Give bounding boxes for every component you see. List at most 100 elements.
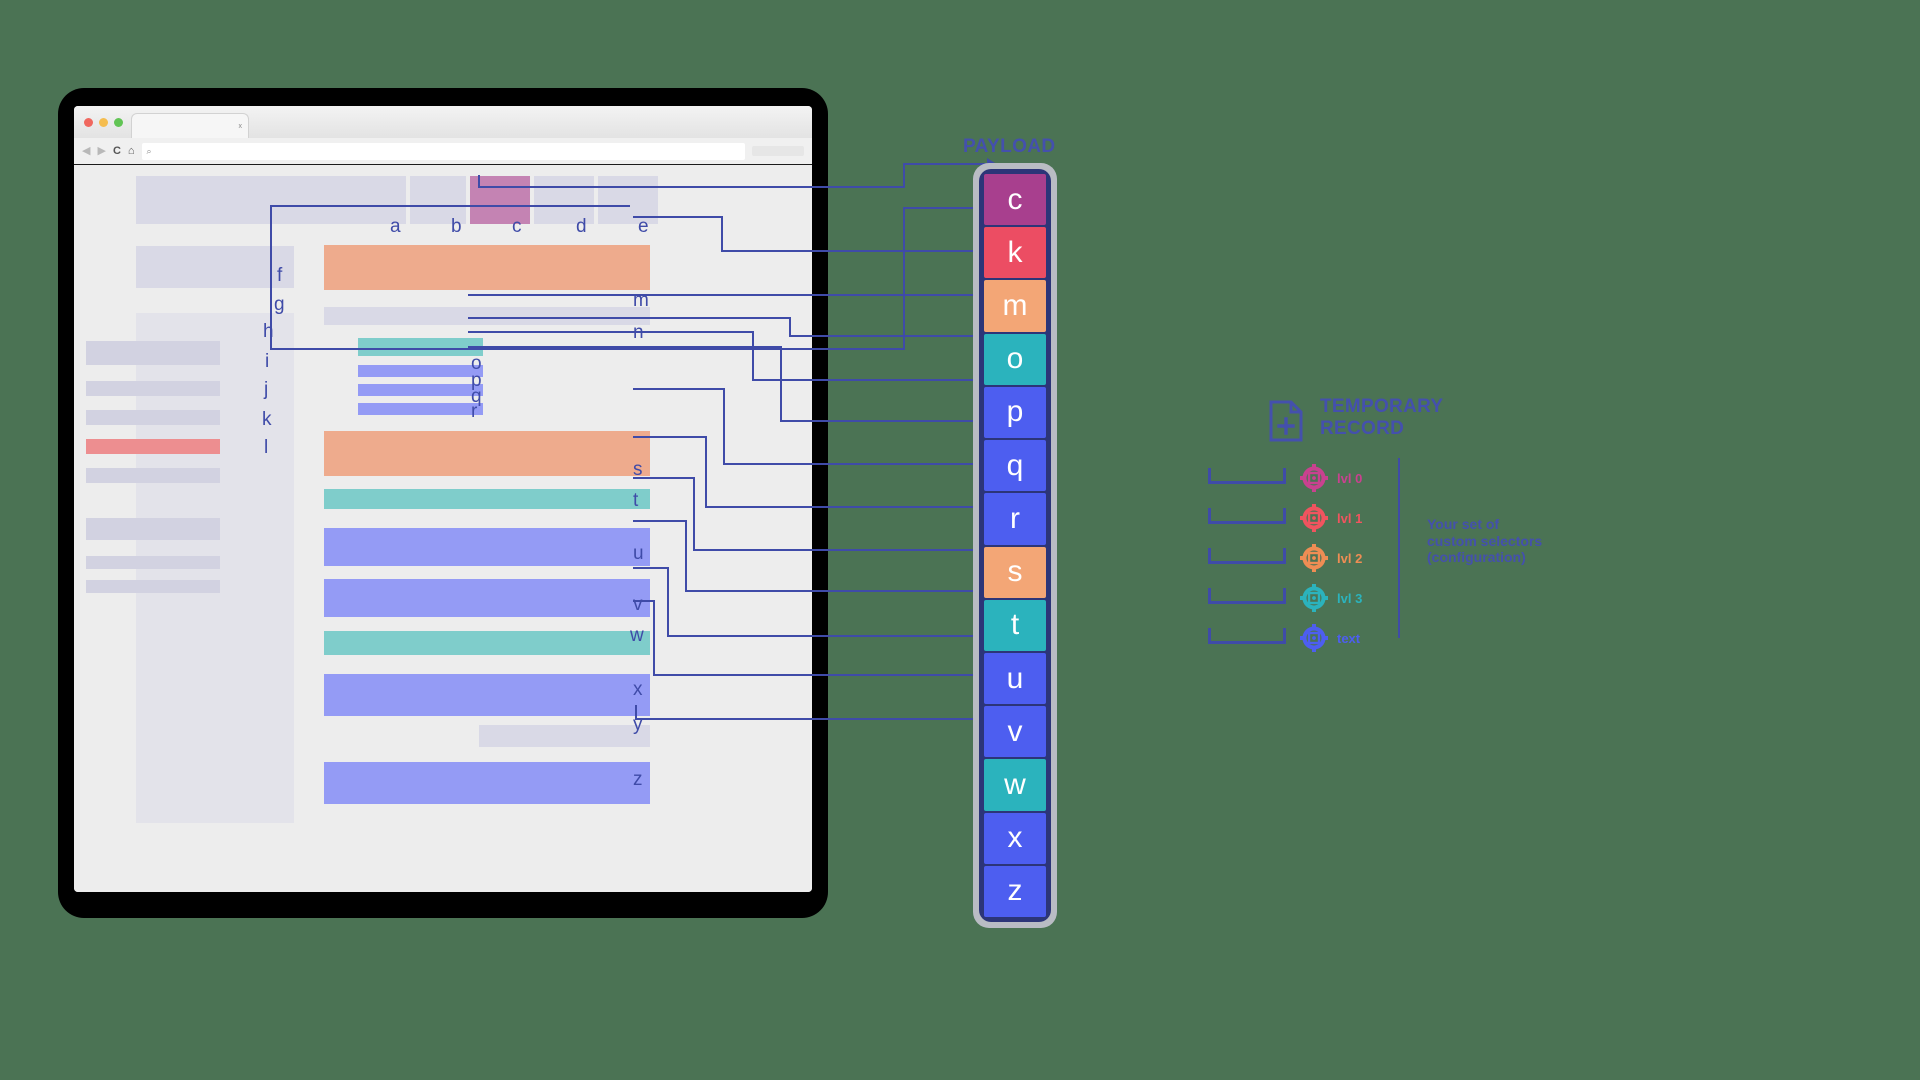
marker-x: x [633, 679, 643, 700]
marker-h: h [263, 321, 274, 342]
selector-target-icon [1300, 464, 1328, 492]
sidebar-block-f[interactable] [136, 246, 294, 288]
temporary-record-line1: TEMPORARY [1320, 396, 1444, 417]
content-bar-p[interactable] [358, 365, 483, 377]
browser-tabstrip: x [74, 106, 812, 138]
marker-e: e [638, 216, 649, 237]
temporary-record-line2: RECORD [1320, 417, 1405, 439]
page-viewport: a b c d e f g h i j k l m n o p q r s t [74, 166, 812, 892]
wire-q-h [468, 331, 753, 333]
marker-o: o [471, 353, 482, 374]
document-add-icon [1268, 399, 1304, 448]
payload-cell-m[interactable]: m [984, 280, 1046, 332]
wire-q-v [752, 331, 754, 380]
content-bar-z[interactable] [324, 762, 650, 804]
laptop-frame: x ◀ ▶ C ⌂ ⌕ [58, 88, 828, 918]
payload-cell-t[interactable]: t [984, 599, 1046, 651]
payload-cell-v[interactable]: v [984, 706, 1046, 758]
home-icon[interactable]: ⌂ [127, 144, 135, 157]
marker-p: p [471, 370, 482, 391]
content-bar-n[interactable] [324, 307, 650, 325]
content-bar-r[interactable] [358, 403, 483, 415]
sidebar-row-i[interactable] [86, 381, 220, 396]
sidebar-row-k[interactable] [86, 439, 220, 454]
wire-c-h1 [478, 186, 905, 188]
wire-s-v [723, 388, 725, 465]
legend-row-lvl-2: lvl 2 [1208, 538, 1362, 578]
legend-note: Your set of custom selectors (configurat… [1427, 516, 1543, 566]
nav-cell-b[interactable] [410, 176, 466, 224]
payload-cell-k[interactable]: k [984, 227, 1046, 279]
wire-x-h2 [653, 674, 987, 676]
sidebar-row-extra-3[interactable] [86, 580, 220, 593]
content-bar-q[interactable] [358, 384, 483, 396]
wire-u-h2 [693, 549, 987, 551]
marker-f: f [277, 265, 283, 286]
legend-bracket [1208, 468, 1286, 484]
wire-x-h [633, 600, 655, 602]
sidebar-row-h[interactable] [86, 341, 220, 365]
browser-window: x ◀ ▶ C ⌂ ⌕ [74, 106, 812, 892]
content-bar-w[interactable] [324, 631, 650, 655]
sidebar-row-j[interactable] [86, 410, 220, 425]
wire-c-v2 [903, 163, 905, 188]
marker-k: k [262, 409, 272, 430]
wire-s-h2 [723, 463, 987, 465]
address-bar[interactable]: ⌕ [141, 142, 745, 160]
sidebar-row-extra-1[interactable] [86, 518, 220, 540]
legend-bracket [1208, 548, 1286, 564]
reload-icon[interactable]: C [112, 144, 121, 157]
wire-m-v [721, 216, 723, 251]
payload-cell-x[interactable]: x [984, 812, 1046, 864]
content-bar-t[interactable] [324, 489, 650, 509]
legend-row-lvl-3: lvl 3 [1208, 578, 1362, 618]
wire-x-v [653, 600, 655, 676]
wire-o-h [468, 294, 987, 296]
wire-s-h [633, 388, 725, 390]
marker-u: u [633, 543, 644, 564]
sidebar-row-extra-2[interactable] [86, 556, 220, 569]
minimize-window-icon[interactable] [99, 117, 108, 127]
close-window-icon[interactable] [84, 117, 93, 127]
marker-w: w [630, 625, 644, 646]
payload-cell-c[interactable]: c [984, 174, 1046, 226]
selector-target-icon [1300, 584, 1328, 612]
payload-cell-s[interactable]: s [984, 546, 1046, 598]
content-bar-x[interactable] [324, 674, 650, 716]
selector-target-icon [1300, 624, 1328, 652]
content-bar-s[interactable] [324, 431, 650, 476]
content-bar-u[interactable] [324, 528, 650, 566]
payload-cell-u[interactable]: u [984, 652, 1046, 705]
back-arrow-icon[interactable]: ◀ [82, 144, 91, 157]
close-icon[interactable]: x [238, 122, 243, 130]
payload-cell-q[interactable]: q [984, 440, 1046, 492]
marker-q: q [471, 386, 482, 407]
content-bar-m[interactable] [324, 245, 650, 290]
payload-cell-w[interactable]: w [984, 759, 1046, 811]
nav-cell-d[interactable] [534, 176, 594, 224]
wire-m-h2 [721, 250, 987, 252]
maximize-window-icon[interactable] [114, 117, 123, 127]
payload-cell-o[interactable]: o [984, 333, 1046, 385]
legend-bracket [1208, 628, 1286, 644]
content-bar-o[interactable] [358, 338, 483, 356]
browser-tab[interactable]: x [131, 113, 249, 138]
nav-cell-c[interactable] [470, 176, 530, 224]
toolbar-extras[interactable] [752, 146, 804, 156]
forward-arrow-icon[interactable]: ▶ [97, 144, 106, 157]
marker-c: c [512, 216, 522, 237]
wire-k-h [270, 348, 905, 350]
payload-cell-z[interactable]: z [984, 865, 1046, 918]
legend-row-lvl-0: lvl 0 [1208, 458, 1362, 498]
browser-toolbar: ◀ ▶ C ⌂ ⌕ [74, 138, 812, 165]
legend-label: lvl 1 [1337, 510, 1363, 526]
wire-v-h [633, 520, 687, 522]
payload-cell-p[interactable]: p [984, 386, 1046, 439]
sidebar-row-l[interactable] [86, 468, 220, 483]
payload-cell-r[interactable]: r [984, 493, 1046, 545]
content-bar-y[interactable] [479, 725, 650, 747]
content-bar-v[interactable] [324, 579, 650, 617]
marker-i: i [265, 351, 270, 372]
window-controls[interactable] [84, 106, 131, 138]
